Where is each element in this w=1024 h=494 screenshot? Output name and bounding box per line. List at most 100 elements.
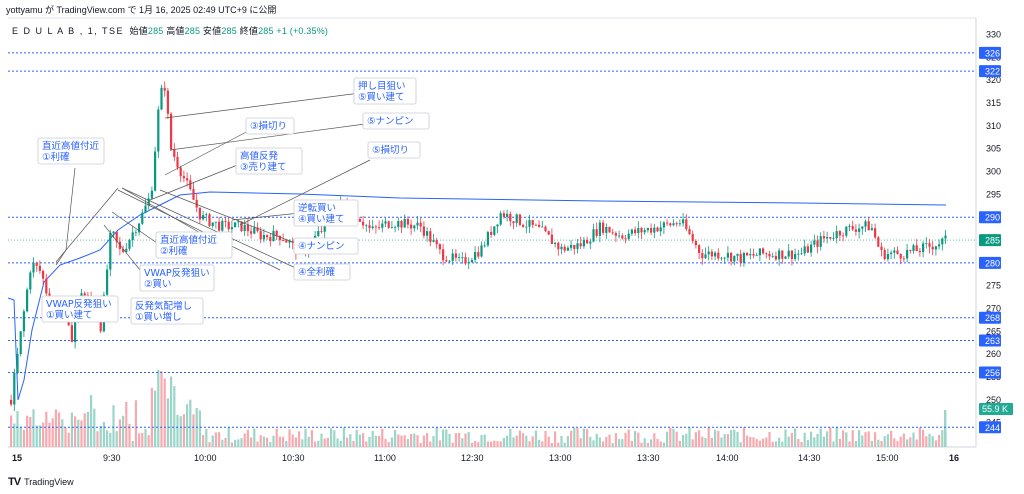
candle-body [534,224,537,226]
volume-bar [442,429,445,447]
candle-body [397,221,400,227]
volume-bar [726,434,729,447]
annotation-text: ④ナンピン [298,241,345,252]
candle [435,237,438,249]
candle [230,220,233,234]
candle-body [710,251,713,257]
candle [550,228,553,244]
candle-body [602,222,605,233]
volume-bar [48,422,51,447]
volume-bar [915,439,918,447]
candle [669,222,672,228]
candle-body [931,246,934,250]
candle [173,143,176,162]
candle-body [922,243,925,253]
change-value: +1 (+0.35%) [276,26,329,36]
tradingview-footer[interactable]: TV TradingView [8,476,74,488]
candle [291,237,294,250]
candle [762,247,765,255]
volume-bar [557,442,560,447]
level-badge-label: 322 [985,67,1000,77]
candle-body [570,244,573,248]
candle-body [806,246,809,253]
candle-body [211,222,214,226]
candle-body [374,226,377,228]
candle [390,221,393,229]
candle-body [717,252,720,259]
volume-bar [282,436,285,447]
candle-body [637,227,640,234]
volume-bar [32,409,35,447]
candle-body [154,151,157,191]
volume-bar [886,434,889,447]
candle [32,257,35,278]
candle-body [285,240,288,243]
annotation-connector [117,189,281,271]
volume-bar [259,435,262,447]
volume-bar [630,440,633,447]
volume-bar [38,425,41,447]
volume-bar [13,423,16,447]
volume-bar [93,408,96,447]
volume-bar [67,432,70,447]
publish-byline: yottyamu が TradingView.com で 1月 16, 2025… [6,5,277,15]
candle-body [746,252,749,256]
volume-bar [579,438,582,447]
candle-body [106,269,109,295]
level-badge-bg [979,311,1001,324]
candle-body [368,225,371,229]
volume-bar [800,441,803,447]
volume-bar [912,432,915,447]
candle-body [800,253,803,255]
volume-bar [928,433,931,447]
volume-badge-bg [979,403,1013,415]
candle [915,239,918,252]
volume-bar [480,435,483,447]
volume-bar [739,442,742,447]
candle [531,219,534,229]
candle-body [592,229,595,242]
candle-body [70,325,73,343]
candle [909,249,912,254]
level-badge: 256 [979,366,1001,379]
candle [832,232,835,242]
volume-bar [250,437,253,447]
volume-bar [99,425,102,447]
candle [829,237,832,240]
candle [246,218,249,237]
candle-body [435,240,438,245]
candle-body [458,257,461,258]
volume-bar [275,428,278,447]
candle [451,249,454,266]
volume-bar [182,414,185,447]
candle-body [198,207,201,220]
candle [650,223,653,236]
candle-body [147,198,150,206]
volume-bar [176,414,179,447]
candle-body [854,229,857,232]
candle [432,233,435,243]
symbol-label[interactable]: E D U L A B , 1, TSE [12,26,125,36]
candle [886,248,889,262]
volume-bar [736,432,739,447]
candle [480,241,483,258]
level-badge-label: 268 [985,313,1000,323]
candle [141,209,144,226]
candle [605,223,608,239]
candle [758,248,761,261]
candle [794,248,797,262]
candle [368,220,371,233]
annotation-connector [55,187,119,263]
candle-body [528,220,531,227]
candle-body [467,262,470,264]
candle [413,224,416,232]
volume-bar [534,430,537,447]
candle-body [170,113,173,150]
annotation-box [293,199,359,227]
volume-bar [237,439,240,447]
candle [109,229,112,277]
candle [851,220,854,232]
candle-body [608,226,611,233]
candle-body [803,246,806,254]
